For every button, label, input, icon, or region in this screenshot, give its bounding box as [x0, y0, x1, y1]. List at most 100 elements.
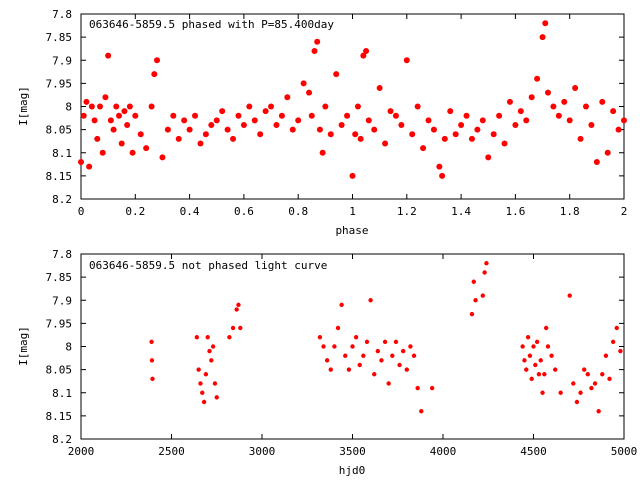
x-tick-label: 5000: [611, 445, 638, 458]
data-point: [354, 103, 361, 110]
data-point: [471, 279, 476, 284]
data-point: [393, 339, 399, 345]
data-point: [577, 135, 584, 142]
data-point: [328, 367, 333, 372]
data-point: [439, 172, 446, 179]
data-point: [230, 135, 237, 142]
x-tick-label: 3500: [339, 445, 366, 458]
data-point: [390, 353, 395, 358]
data-point: [202, 131, 209, 138]
y-tick-label: 7.9: [52, 54, 72, 67]
data-point: [327, 131, 334, 138]
data-point: [415, 385, 420, 391]
y-tick-label: 8.05: [46, 364, 73, 377]
data-point: [480, 293, 486, 298]
data-point: [604, 149, 611, 156]
data-point: [251, 117, 258, 124]
data-point: [525, 335, 531, 340]
data-point: [198, 381, 203, 386]
data-point: [452, 131, 459, 138]
data-point: [603, 353, 609, 358]
data-point: [392, 112, 399, 119]
data-point: [403, 57, 410, 64]
data-point: [574, 399, 580, 405]
data-point: [278, 112, 285, 119]
y-tick-label: 7.8: [52, 8, 72, 21]
data-point: [408, 344, 413, 349]
x-axis-label-phased: phase: [335, 224, 368, 237]
data-point: [545, 344, 551, 349]
x-tick-label: 0.6: [234, 205, 254, 218]
y-tick-label: 8.2: [52, 193, 72, 206]
data-point: [194, 335, 200, 340]
data-point: [99, 149, 106, 156]
y-tick-label: 7.85: [46, 31, 73, 44]
y-tick-label: 8: [65, 341, 72, 354]
x-tick-label: 4000: [430, 445, 457, 458]
data-point: [543, 325, 549, 331]
data-point: [322, 103, 329, 110]
data-point: [110, 126, 117, 133]
data-point: [164, 126, 171, 133]
data-point: [555, 112, 562, 119]
data-point: [544, 89, 551, 96]
x-tick-label: 1.8: [560, 205, 580, 218]
data-point: [533, 362, 538, 368]
data-point: [409, 131, 416, 138]
phased-light-curve-plot: 063646-5859.5 phased with P=85.400day I[…: [17, 8, 627, 237]
data-point: [240, 122, 247, 128]
data-point: [352, 131, 359, 138]
data-point: [129, 149, 136, 156]
data-point: [346, 367, 352, 372]
data-point: [343, 353, 348, 358]
data-point: [566, 117, 573, 124]
data-point: [524, 367, 529, 372]
data-point: [149, 339, 154, 345]
data-point: [618, 348, 623, 354]
data-point: [589, 385, 594, 391]
x-tick-label: 2: [621, 205, 628, 218]
data-point: [425, 117, 432, 124]
data-point: [102, 94, 109, 101]
data-point: [540, 390, 545, 395]
data-point: [118, 140, 125, 147]
data-point: [607, 376, 612, 382]
data-point: [375, 348, 381, 354]
data-point: [474, 126, 481, 133]
data-point: [311, 48, 318, 54]
data-point: [338, 122, 345, 128]
data-point: [316, 126, 323, 133]
unphased-light-curve-plot: 063646-5859.5 not phased light curve I[m…: [17, 248, 637, 477]
data-point: [578, 390, 583, 395]
data-point: [262, 108, 269, 115]
data-point: [458, 122, 465, 128]
data-point: [363, 48, 370, 54]
ticks-unphased: 2000 2500 3000 3500 4000 4500 5000 7.8 7.85 7.9 7.…: [46, 248, 638, 458]
data-point: [200, 390, 205, 395]
data-point: [599, 98, 606, 105]
x-tick-label: 1.2: [397, 205, 417, 218]
data-point: [314, 38, 321, 45]
data-point: [615, 126, 622, 133]
data-point: [522, 358, 527, 363]
data-point: [149, 358, 155, 363]
data-point: [203, 372, 209, 377]
chart-title-phased: 063646-5859.5 phased with P=85.400day: [89, 18, 334, 31]
y-tick-label: 7.8: [52, 248, 72, 261]
data-point: [257, 131, 264, 138]
data-point: [550, 103, 557, 110]
y-tick-label: 8.2: [52, 433, 72, 446]
data-point: [596, 409, 601, 414]
data-point: [126, 103, 133, 110]
data-point: [335, 325, 341, 331]
data-point: [83, 98, 90, 105]
data-point: [321, 344, 326, 349]
data-point: [531, 344, 536, 349]
data-point: [610, 339, 616, 345]
data-point: [197, 140, 204, 147]
y-tick-label: 7.85: [46, 271, 73, 284]
data-point: [614, 325, 619, 331]
data-point: [344, 112, 351, 119]
data-point: [201, 399, 207, 405]
data-point: [436, 163, 443, 170]
